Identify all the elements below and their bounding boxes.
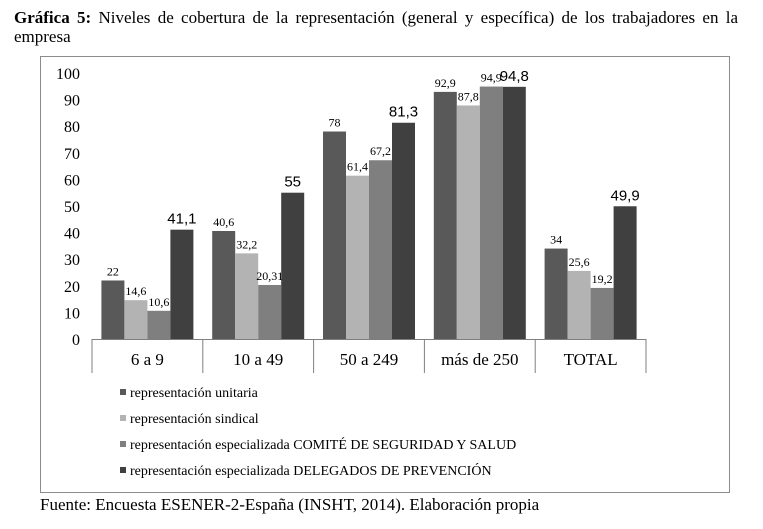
bar: [613, 206, 637, 339]
data-label: 20,31: [256, 269, 283, 283]
legend-swatch: [120, 441, 126, 447]
data-label: 32,2: [236, 237, 257, 251]
data-label: 14,6: [125, 284, 146, 298]
y-tick-label: 40: [64, 226, 80, 243]
legend-label: representación especializada DELEGADOS D…: [130, 462, 492, 479]
x-tick-label: 6 a 9: [131, 350, 164, 369]
bar: [567, 270, 591, 339]
data-label: 94,8: [500, 68, 529, 85]
data-label: 67,2: [370, 144, 391, 158]
data-label: 87,8: [458, 89, 479, 103]
bar: [323, 131, 346, 339]
bar: [235, 253, 259, 339]
bar: [212, 231, 236, 339]
data-label: 92,9: [435, 76, 456, 90]
bar: [544, 248, 568, 339]
x-tick-label: 10 a 49: [233, 350, 283, 369]
data-label: 55: [284, 174, 301, 191]
bar: [456, 105, 480, 340]
bar: [502, 86, 526, 339]
y-tick-label: 100: [56, 66, 80, 83]
bar: [147, 310, 171, 339]
bar: [369, 160, 392, 339]
y-tick-label: 70: [64, 146, 80, 163]
data-label: 22: [107, 264, 119, 278]
data-label: 34: [550, 233, 562, 247]
bar: [124, 300, 148, 339]
chart-frame: [40, 56, 730, 493]
bar: [101, 280, 125, 339]
y-tick-label: 60: [64, 172, 80, 189]
data-label: 10,6: [148, 295, 169, 309]
y-tick-label: 90: [64, 93, 80, 110]
bar: [392, 122, 415, 339]
data-label: 40,6: [213, 215, 234, 229]
y-tick-label: 80: [64, 119, 80, 136]
data-label: 81,3: [389, 104, 418, 121]
y-tick-label: 0: [72, 332, 80, 349]
bar: [258, 284, 282, 339]
data-label: 78: [329, 116, 341, 130]
legend-label: representación unitaria: [130, 386, 259, 401]
x-tick-label: TOTAL: [564, 350, 618, 369]
data-label: 19,2: [592, 272, 613, 286]
data-label: 41,1: [167, 211, 196, 228]
source-note: Fuente: Encuesta ESENER-2-España (INSHT,…: [40, 495, 540, 514]
legend-swatch: [120, 389, 126, 395]
data-label: 61,4: [347, 160, 368, 174]
legend-label: representación sindical: [130, 412, 259, 427]
bar: [346, 175, 369, 339]
data-label: 94,9: [481, 71, 502, 85]
bar: [170, 229, 194, 339]
y-tick-label: 20: [64, 279, 80, 296]
legend-label: representación especializada COMITÉ DE S…: [130, 436, 516, 453]
bar: [479, 86, 503, 339]
bar: [433, 91, 457, 339]
y-tick-label: 30: [64, 252, 80, 269]
bar: [281, 192, 305, 339]
chart-caption: Gráfica 5: Niveles de cobertura de la re…: [14, 8, 738, 46]
caption-text: Niveles de cobertura de la representació…: [14, 8, 739, 46]
legend-swatch: [120, 415, 126, 421]
data-label: 49,9: [610, 187, 639, 204]
y-tick-label: 50: [64, 199, 80, 216]
x-tick-label: 50 a 249: [340, 350, 399, 369]
legend-swatch: [120, 467, 126, 473]
bar: [590, 287, 614, 339]
data-label: 25,6: [569, 255, 590, 269]
y-tick-label: 10: [64, 305, 80, 322]
x-tick-label: más de 250: [441, 350, 518, 369]
caption-label: Gráfica 5:: [14, 8, 92, 27]
